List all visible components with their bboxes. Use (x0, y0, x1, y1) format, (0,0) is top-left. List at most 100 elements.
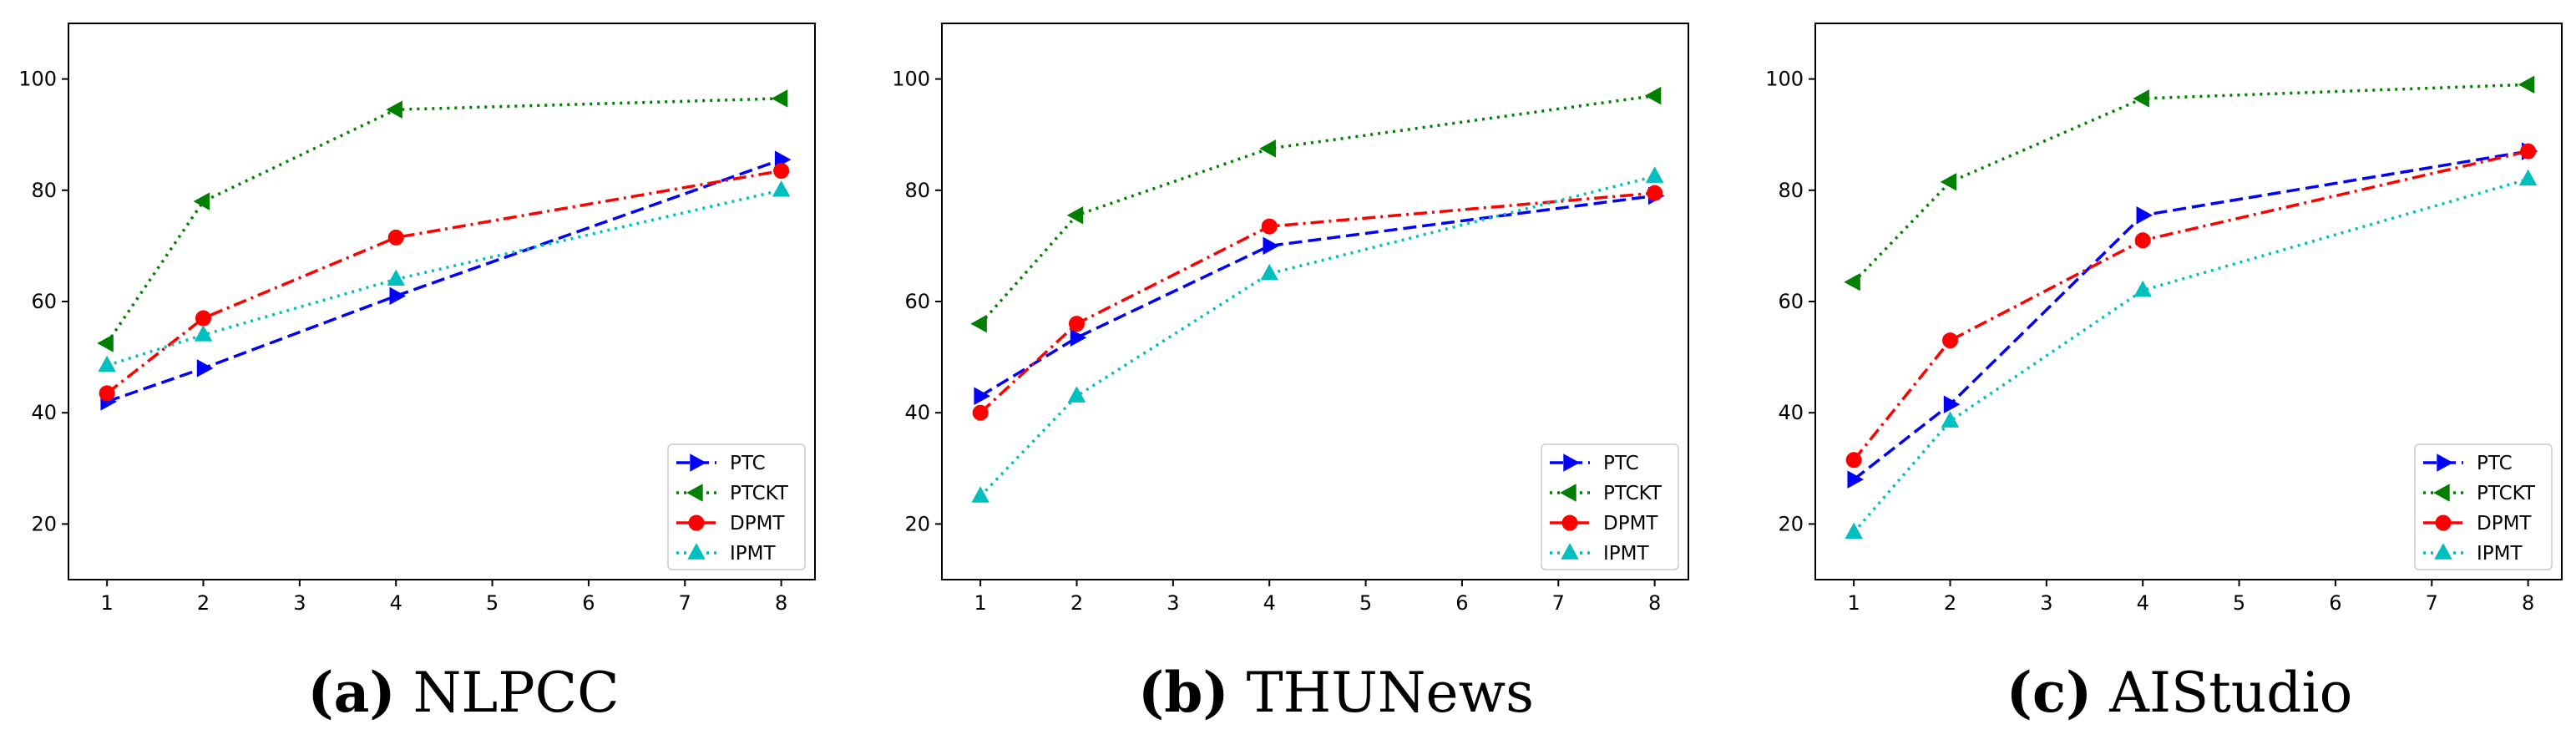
chart-1-series-ipmt (98, 180, 791, 372)
chart-2-series-ptc-point-0 (974, 387, 990, 405)
caption-c-title: AIStudio (2109, 661, 2353, 725)
chart-2-series-dpmt-point-0 (972, 404, 989, 421)
chart-2-legend-item-ipmt-label: IPMT (1603, 543, 1649, 565)
chart-3-legend-item-ipmt-marker (2434, 543, 2452, 560)
chart-2-ytick-label-3: 80 (904, 179, 930, 202)
chart-1-xtick-label-0: 1 (101, 591, 114, 615)
chart-1-series-dpmt-point-0 (99, 385, 115, 402)
chart-1-series-ptc-line (106, 158, 782, 403)
chart-1-legend: PTC PTCKT DPMT IPMT (667, 443, 806, 570)
chart-2-legend-item-ptc-label: PTC (1603, 453, 1639, 474)
chart-3-ytick-label-2: 60 (1778, 290, 1804, 313)
chart-3-series-ipmt-line (1852, 177, 2529, 534)
chart-3-series-ptckt-point-2 (2133, 89, 2149, 108)
chart-3-series-ptc-point-2 (2136, 206, 2153, 225)
chart-1-series-ptc (100, 150, 792, 411)
chart-2-xtick-label-0: 1 (974, 591, 987, 615)
chart-2-series-ptc-point-1 (1070, 328, 1087, 347)
chart-1-legend-box (667, 443, 806, 570)
chart-3-series-ptckt-point-1 (1940, 173, 1957, 191)
chart-1: 1 2 3 4 5 6 7 8 20 40 60 80 100 PTC PTCKT DPMT IPMT (18, 23, 816, 615)
chart-2-xtick-label-1: 2 (1070, 591, 1083, 615)
chart-3-xtick-label-6: 7 (2426, 591, 2438, 615)
chart-2-legend-item-dpmt-marker (1561, 514, 1578, 531)
chart-3-series-ptckt-point-0 (1844, 272, 1860, 291)
chart-2: 1 2 3 4 5 6 7 8 20 40 60 80 100 PTC PTCKT DPMT IPMT (892, 23, 1689, 615)
chart-2-series-ptckt-point-0 (970, 314, 987, 333)
chart-2-series-ptc-point-2 (1263, 236, 1280, 256)
chart-2-series-dpmt-line (979, 191, 1655, 414)
chart-3-legend-item-ipmt-label: IPMT (2477, 543, 2523, 565)
chart-2-series-ipmt-line (979, 175, 1656, 498)
chart-3-ytick-label-4: 100 (1765, 68, 1804, 91)
caption-b: (b) THUNews (1086, 660, 1587, 725)
chart-3-xtick-label-2: 3 (2040, 591, 2052, 615)
caption-a: (a) NLPCC (213, 660, 714, 725)
chart-1-series-dpmt-point-2 (387, 229, 404, 246)
chart-3: 1 2 3 4 5 6 7 8 20 40 60 80 100 PTC PTCKT DPMT IPMT (1765, 23, 2563, 615)
chart-2-xtick-label-2: 3 (1167, 591, 1179, 615)
chart-1-series-ptckt-point-2 (386, 100, 402, 119)
chart-3-legend-item-ptc-label: PTC (2477, 453, 2513, 474)
chart-1-xtick-label-1: 2 (197, 591, 210, 615)
chart-2-series-ipmt (971, 166, 1664, 503)
chart-3-legend-item-dpmt-label: DPMT (2477, 513, 2532, 535)
chart-3-legend-item-dpmt-marker (2435, 514, 2452, 531)
caption-c-letter: (c) (2006, 660, 2093, 725)
chart-1-legend-item-ptc-marker (690, 454, 706, 472)
chart-1-series-dpmt-point-3 (773, 162, 790, 179)
chart-3-series-ptckt-line (1852, 83, 2528, 283)
chart-1-series-ptckt-point-1 (193, 192, 210, 210)
chart-2-legend-item-ptckt-marker (1560, 484, 1576, 502)
chart-2-series-ipmt-point-1 (1067, 386, 1086, 403)
chart-3-xtick-label-4: 5 (2233, 591, 2245, 615)
caption-a-letter: (a) (307, 660, 396, 725)
chart-3-series-dpmt (1845, 143, 2537, 469)
chart-3-legend: PTC PTCKT DPMT IPMT (2414, 443, 2553, 570)
chart-1-legend-item-dpmt-marker (688, 514, 705, 531)
chart-2-legend-item-dpmt-label: DPMT (1603, 513, 1658, 535)
chart-2-ytick-label-1: 40 (904, 401, 930, 424)
chart-2-series-ptc-line (979, 194, 1655, 398)
chart-2-ytick-label-2: 60 (904, 290, 930, 313)
chart-3-series-dpmt-point-1 (1941, 332, 1958, 349)
chart-1-series-ipmt-point-0 (98, 355, 116, 372)
chart-2-series-dpmt-point-3 (1647, 185, 1663, 201)
chart-1-legend-item-ptckt-marker (686, 484, 703, 502)
chart-1-series-ptc-point-2 (389, 286, 407, 306)
chart-1-series-dpmt-point-1 (195, 310, 211, 327)
chart-3-series-ptckt-point-3 (2518, 75, 2535, 94)
chart-3-series-ipmt-point-0 (1845, 522, 1863, 540)
chart-2-xtick-label-6: 7 (1552, 591, 1565, 615)
chart-2-ytick-label-0: 20 (904, 512, 930, 535)
chart-1-legend-item-ipmt-marker (687, 543, 706, 560)
chart-1-series-ptckt-line (105, 97, 782, 344)
chart-2-series-ipmt-point-2 (1260, 263, 1278, 281)
chart-2-series-ptckt-point-1 (1066, 206, 1084, 225)
chart-3-legend-item-ptc-marker (2437, 454, 2453, 472)
chart-2-legend-item-ptckt-label: PTCKT (1603, 483, 1663, 504)
chart-1-series-ptc-point-1 (196, 359, 214, 378)
chart-2-legend-box (1541, 443, 1679, 570)
chart-3-series-ipmt (1845, 169, 2538, 540)
chart-3-series-dpmt-point-2 (2134, 232, 2151, 249)
chart-1-ytick-label-3: 80 (31, 179, 57, 202)
chart-1-ytick-label-0: 20 (31, 512, 57, 535)
chart-3-series-ptc-point-1 (1943, 395, 1961, 413)
chart-2-series-dpmt-point-1 (1068, 316, 1085, 332)
chart-3-xtick-label-3: 4 (2137, 591, 2149, 615)
chart-2-xtick-label-4: 5 (1359, 591, 1372, 615)
chart-3-series-ipmt-point-1 (1941, 411, 1960, 428)
chart-3-series-ipmt-point-3 (2518, 169, 2538, 186)
chart-3-series-ptc-point-0 (1847, 470, 1864, 489)
chart-3-series-dpmt-line (1852, 149, 2529, 461)
chart-1-xtick-label-6: 7 (679, 591, 691, 615)
chart-3-legend-box (2414, 443, 2553, 570)
chart-3-ytick-label-1: 40 (1778, 401, 1804, 424)
caption-b-letter: (b) (1138, 660, 1229, 725)
chart-2-series-ptckt (970, 86, 1662, 333)
chart-3-series-dpmt-point-0 (1845, 452, 1862, 469)
chart-2-series-dpmt (972, 185, 1663, 421)
chart-2-series-ptckt-line (979, 94, 1655, 325)
